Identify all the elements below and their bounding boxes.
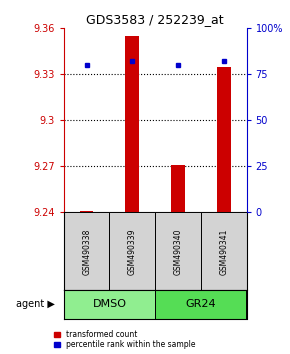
Text: GSM490339: GSM490339 <box>128 228 137 275</box>
Text: agent ▶: agent ▶ <box>16 299 55 309</box>
Bar <box>217 67 231 212</box>
Title: GDS3583 / 252239_at: GDS3583 / 252239_at <box>86 13 224 26</box>
Text: GSM490340: GSM490340 <box>173 228 182 275</box>
Text: GSM490338: GSM490338 <box>82 228 91 275</box>
Bar <box>110 212 155 290</box>
Bar <box>155 212 201 290</box>
Text: GSM490341: GSM490341 <box>219 228 228 275</box>
Text: GR24: GR24 <box>186 299 216 309</box>
Legend: transformed count, percentile rank within the sample: transformed count, percentile rank withi… <box>53 329 196 350</box>
Bar <box>155 290 246 319</box>
Bar <box>64 212 110 290</box>
Bar <box>201 212 246 290</box>
Bar <box>80 211 93 212</box>
Bar <box>171 165 185 212</box>
Text: DMSO: DMSO <box>93 299 126 309</box>
Bar <box>64 290 155 319</box>
Bar <box>126 36 139 212</box>
